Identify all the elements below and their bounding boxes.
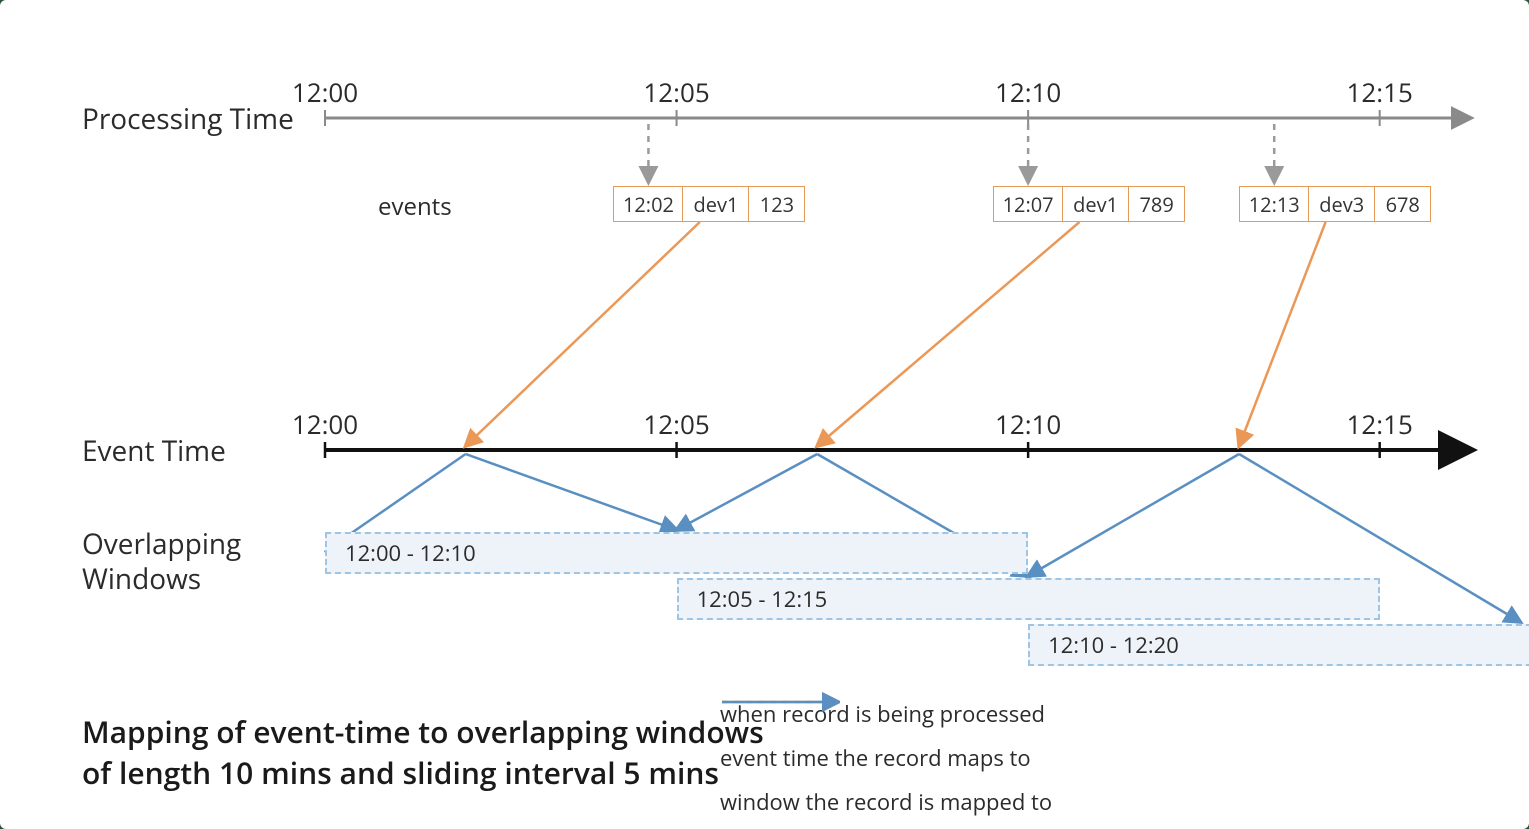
- event-cell: dev1: [683, 186, 749, 222]
- event-cell: dev3: [1309, 186, 1375, 222]
- event-record: 12:02dev1123: [613, 186, 805, 222]
- legend: when record is being processedevent time…: [720, 692, 1052, 824]
- legend-arrow-icon: [720, 692, 840, 712]
- processing-tick: 12:15: [1347, 74, 1413, 110]
- event-tick: 12:05: [643, 406, 709, 442]
- legend-row: window the record is mapped to: [720, 780, 1052, 824]
- window: 12:05 - 12:15: [677, 578, 1380, 620]
- window: 12:00 - 12:10: [325, 532, 1028, 574]
- event-cell: 12:02: [613, 186, 683, 222]
- legend-row: event time the record maps to: [720, 736, 1052, 780]
- caption: Mapping of event-time to overlapping win…: [82, 712, 764, 793]
- event-record: 12:13dev3678: [1239, 186, 1431, 222]
- legend-text: event time the record maps to: [720, 743, 1031, 773]
- overlapping-windows-label-2: Windows: [82, 560, 201, 598]
- event-cell: 12:13: [1239, 186, 1309, 222]
- diagram-canvas: Processing Time Event Time Overlapping W…: [0, 0, 1529, 829]
- event-tick: 12:00: [292, 406, 358, 442]
- event-cell: dev1: [1063, 186, 1129, 222]
- legend-text: window the record is mapped to: [720, 787, 1052, 817]
- caption-line-1: Mapping of event-time to overlapping win…: [82, 712, 764, 753]
- overlapping-windows-label-1: Overlapping: [82, 525, 241, 563]
- event-cell: 678: [1375, 186, 1431, 222]
- caption-line-2: of length 10 mins and sliding interval 5…: [82, 753, 764, 794]
- event-cell: 789: [1129, 186, 1185, 222]
- processing-time-label: Processing Time: [82, 100, 294, 138]
- event-tick: 12:10: [995, 406, 1061, 442]
- processing-tick: 12:10: [995, 74, 1061, 110]
- event-record: 12:07dev1789: [993, 186, 1185, 222]
- event-cell: 12:07: [993, 186, 1063, 222]
- event-time-label: Event Time: [82, 432, 226, 470]
- events-label: events: [378, 190, 452, 223]
- event-cell: 123: [749, 186, 805, 222]
- window: 12:10 - 12:20: [1028, 624, 1529, 666]
- processing-tick: 12:00: [292, 74, 358, 110]
- processing-tick: 12:05: [643, 74, 709, 110]
- event-tick: 12:15: [1347, 406, 1413, 442]
